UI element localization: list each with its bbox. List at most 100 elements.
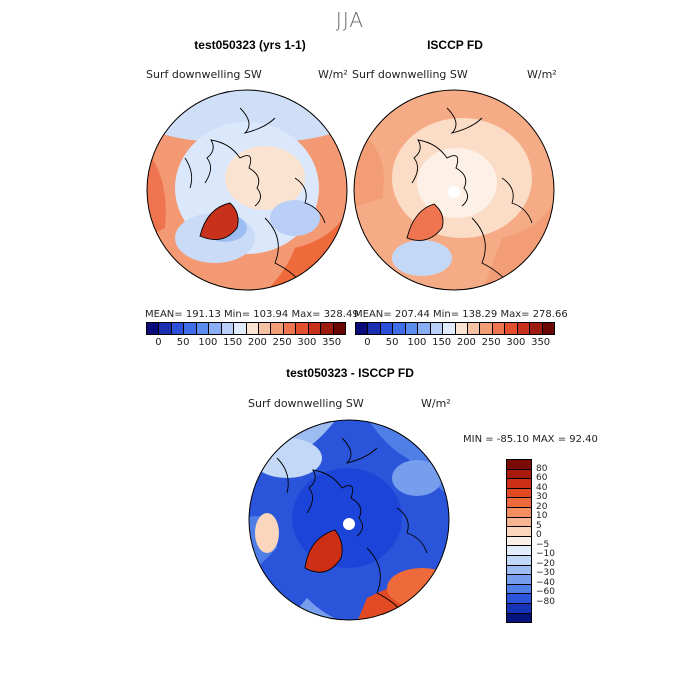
- colorbar-tick-label: 50: [176, 337, 190, 348]
- panel-2-title: ISCCP FD: [427, 38, 483, 52]
- panel-2-variable: Surf downwelling SW: [352, 68, 468, 81]
- colorbar-tick-label: 350: [531, 337, 551, 348]
- colorbar-swatch: [467, 323, 481, 334]
- colorbar-swatch: [507, 527, 531, 537]
- colorbar-tick-label: −80: [536, 596, 555, 607]
- colorbar-tick-label: 0: [155, 337, 162, 348]
- colorbar-swatch: [321, 323, 334, 334]
- colorbar-tick-label: 300: [297, 337, 317, 348]
- colorbar-swatch: [368, 323, 381, 334]
- colorbar-swatch: [542, 323, 554, 334]
- colorbar-swatch: [507, 565, 531, 576]
- panel-1-colorbar-ticks: 0 50 100 150 200 250 300 350: [146, 337, 344, 349]
- colorbar-tick-label: 200: [247, 337, 267, 348]
- panel-1-colorbar: [146, 322, 346, 335]
- colorbar-swatch: [171, 323, 185, 334]
- colorbar-swatch: [507, 555, 531, 566]
- colorbar-swatch: [507, 488, 531, 499]
- colorbar-swatch: [296, 323, 309, 334]
- panel-2-colorbar: [355, 322, 555, 335]
- colorbar-tick-label: 80: [536, 463, 548, 474]
- panel-2-units: W/m²: [527, 68, 557, 81]
- colorbar-swatch: [209, 323, 222, 334]
- colorbar-tick-label: −40: [536, 577, 555, 588]
- panel-1-stats: MEAN= 191.13 Min= 103.94 Max= 328.49: [145, 309, 359, 320]
- colorbar-swatch: [184, 323, 197, 334]
- colorbar-tick-label: 30: [536, 492, 548, 503]
- colorbar-swatch: [480, 323, 493, 334]
- colorbar-swatch: [507, 584, 531, 595]
- panel-3-stats: MIN = -85.10 MAX = 92.40: [463, 434, 598, 445]
- colorbar-tick-label: 350: [322, 337, 342, 348]
- colorbar-tick-label: 10: [536, 511, 548, 522]
- colorbar-swatch: [507, 479, 531, 489]
- colorbar-tick-label: −30: [536, 568, 555, 579]
- colorbar-swatch: [234, 323, 247, 334]
- map-isccp-polar: [353, 89, 555, 291]
- colorbar-swatch: [530, 323, 543, 334]
- map-difference-polar: [248, 419, 450, 621]
- colorbar-swatch: [356, 323, 369, 334]
- colorbar-tick-label: 40: [536, 482, 548, 493]
- panel-1-variable: Surf downwelling SW: [146, 68, 262, 81]
- colorbar-swatch: [507, 536, 531, 547]
- colorbar-swatch: [507, 594, 531, 604]
- colorbar-tick-label: −5: [536, 539, 550, 550]
- colorbar-tick-label: 20: [536, 501, 548, 512]
- season-title: JJA: [335, 8, 365, 32]
- colorbar-swatch: [430, 323, 444, 334]
- panel-2-colorbar-ticks: 0 50 100 150 200 250 300 350: [355, 337, 553, 349]
- colorbar-swatch: [147, 323, 160, 334]
- colorbar-swatch: [507, 546, 531, 556]
- colorbar-swatch: [507, 613, 531, 623]
- panel-1-title: test050323 (yrs 1-1): [194, 38, 306, 52]
- colorbar-swatch: [507, 575, 531, 585]
- colorbar-tick-label: 100: [198, 337, 218, 348]
- colorbar-swatch: [159, 323, 172, 334]
- colorbar-swatch: [308, 323, 322, 334]
- colorbar-swatch: [455, 323, 468, 334]
- colorbar-swatch: [492, 323, 506, 334]
- colorbar-swatch: [507, 498, 531, 508]
- panel-3-units: W/m²: [421, 397, 451, 410]
- colorbar-tick-label: −60: [536, 587, 555, 598]
- colorbar-swatch: [221, 323, 235, 334]
- colorbar-tick-label: 300: [506, 337, 526, 348]
- colorbar-swatch: [196, 323, 210, 334]
- colorbar-swatch: [393, 323, 406, 334]
- colorbar-swatch: [507, 603, 531, 614]
- colorbar-swatch: [507, 507, 531, 518]
- colorbar-swatch: [443, 323, 456, 334]
- colorbar-swatch: [246, 323, 259, 334]
- colorbar-tick-label: 50: [385, 337, 399, 348]
- panel-2-stats: MEAN= 207.44 Min= 138.29 Max= 278.66: [354, 309, 568, 320]
- colorbar-swatch: [517, 323, 531, 334]
- colorbar-tick-label: 250: [481, 337, 501, 348]
- colorbar-tick-label: 0: [364, 337, 371, 348]
- colorbar-swatch: [283, 323, 297, 334]
- colorbar-tick-label: 60: [536, 473, 548, 484]
- panel-3-variable: Surf downwelling SW: [248, 397, 364, 410]
- colorbar-swatch: [258, 323, 272, 334]
- colorbar-swatch: [418, 323, 431, 334]
- difference-colorbar: [506, 459, 532, 623]
- colorbar-tick-label: 150: [432, 337, 452, 348]
- map-model-polar: [146, 89, 348, 291]
- colorbar-swatch: [271, 323, 284, 334]
- colorbar-swatch: [333, 323, 345, 334]
- colorbar-tick-label: 250: [272, 337, 292, 348]
- panel-3-title: test050323 - ISCCP FD: [286, 366, 414, 380]
- colorbar-swatch: [507, 469, 531, 480]
- colorbar-swatch: [505, 323, 518, 334]
- colorbar-tick-label: 100: [407, 337, 427, 348]
- colorbar-tick-label: −20: [536, 558, 555, 569]
- colorbar-swatch: [507, 517, 531, 528]
- colorbar-tick-label: 150: [223, 337, 243, 348]
- colorbar-swatch: [405, 323, 419, 334]
- colorbar-swatch: [507, 460, 531, 470]
- colorbar-tick-label: 5: [536, 520, 542, 531]
- panel-1-units: W/m²: [318, 68, 348, 81]
- difference-colorbar-labels: 80 60 40 30 20 10 5 0 −5 −10 −20 −30 −40 −60 −80: [536, 459, 566, 621]
- colorbar-tick-label: −10: [536, 549, 555, 560]
- colorbar-tick-label: 200: [456, 337, 476, 348]
